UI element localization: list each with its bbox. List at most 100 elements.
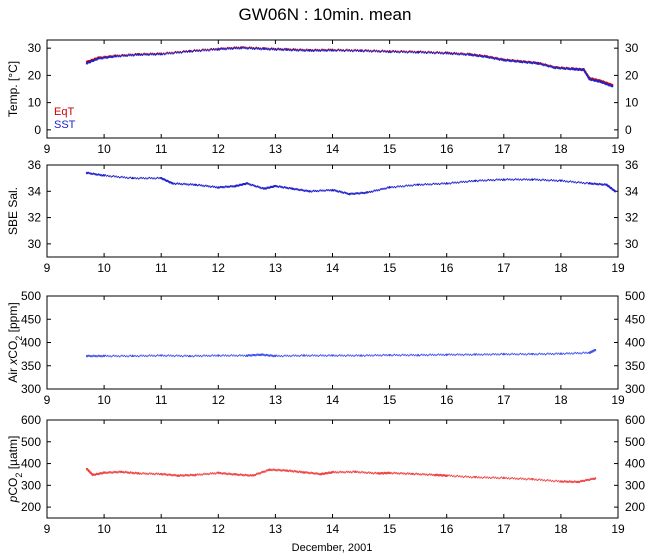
trace-mark (130, 177, 133, 179)
trace-mark (244, 183, 247, 186)
trace-mark (323, 473, 326, 475)
trace-mark (250, 475, 252, 477)
trace-mark (459, 353, 461, 355)
trace-mark (322, 190, 324, 192)
trace-mark (533, 62, 536, 65)
trace-mark (460, 476, 462, 478)
trace-mark (261, 471, 263, 473)
trace-mark (546, 179, 548, 182)
trace-mark (316, 190, 318, 192)
trace-mark (554, 480, 556, 482)
trace-mark (371, 472, 374, 474)
trace-mark (336, 355, 338, 357)
trace-mark (124, 471, 126, 473)
trace-mark (422, 184, 424, 186)
trace-mark (516, 353, 518, 355)
trace-mark (428, 473, 430, 476)
trace-mark (402, 353, 404, 356)
trace-mark (438, 475, 440, 477)
trace-mark (486, 179, 488, 181)
trace-mark (526, 478, 529, 480)
data-point (274, 354, 277, 358)
trace-mark (425, 474, 427, 476)
trace-mark (281, 355, 284, 358)
trace-mark (133, 473, 135, 475)
trace-mark (296, 49, 298, 51)
trace-mark (219, 186, 221, 188)
trace-mark (504, 179, 506, 181)
trace-mark (406, 185, 409, 187)
trace-mark (352, 354, 354, 356)
trace-mark (199, 354, 202, 357)
trace-mark (525, 62, 527, 64)
trace-mark (311, 49, 314, 52)
trace-mark (548, 480, 550, 482)
trace-mark (208, 354, 210, 357)
x-tick-label: 14 (326, 261, 340, 275)
data-point (160, 53, 163, 56)
trace-mark (368, 471, 370, 473)
trace-mark (570, 68, 572, 70)
trace-mark (472, 180, 474, 183)
trace-mark (474, 55, 476, 57)
trace-mark (542, 63, 544, 66)
trace-mark (292, 354, 294, 356)
trace-mark (181, 184, 183, 186)
trace-mark (590, 77, 592, 79)
trace-mark (466, 476, 468, 478)
trace-mark (546, 65, 549, 67)
trace-mark (344, 355, 347, 357)
trace-mark (493, 353, 495, 356)
trace-mark (176, 354, 178, 356)
x-tick-label: 16 (440, 261, 454, 275)
trace-mark (393, 353, 396, 356)
trace-mark (544, 178, 547, 181)
trace-mark (312, 355, 315, 357)
trace-mark (332, 190, 334, 192)
trace-mark (518, 179, 520, 181)
y-tick-label-left: 600 (21, 413, 41, 427)
trace-mark (311, 190, 314, 192)
trace-mark (256, 185, 259, 187)
trace-mark (314, 472, 317, 475)
trace-mark (400, 472, 402, 474)
y-tick-label-left: 500 (21, 435, 41, 449)
trace-mark (441, 475, 444, 477)
trace-mark (116, 176, 118, 178)
trace-mark (92, 173, 94, 175)
trace-mark (255, 473, 257, 476)
trace-mark (258, 354, 260, 356)
trace-mark (343, 50, 346, 53)
trace-mark (562, 481, 564, 483)
trace-mark (590, 183, 593, 185)
trace-mark (125, 54, 127, 57)
trace-mark (399, 185, 402, 187)
trace-mark (192, 50, 195, 52)
trace-mark (540, 479, 542, 481)
trace-mark (197, 184, 200, 186)
trace-mark (152, 472, 155, 475)
data-point (348, 192, 351, 196)
trace-mark (149, 53, 151, 56)
trace-mark (515, 178, 517, 180)
trace-mark (591, 78, 594, 80)
trace-mark (105, 355, 108, 357)
trace-mark (438, 183, 441, 186)
trace-mark (152, 54, 155, 56)
trace-mark (113, 175, 115, 177)
trace-mark (330, 190, 333, 192)
trace-mark (488, 179, 491, 182)
data-point (571, 68, 574, 71)
trace-mark (482, 56, 484, 58)
trace-mark (425, 354, 428, 356)
trace-mark (283, 186, 285, 189)
trace-mark (314, 354, 316, 356)
data-point (502, 178, 505, 181)
trace-mark (92, 60, 94, 63)
trace-mark (487, 477, 490, 479)
trace-mark (379, 472, 382, 474)
data-point (103, 174, 106, 177)
trace-mark (453, 52, 456, 54)
trace-mark (277, 48, 279, 50)
trace-mark (559, 481, 561, 483)
